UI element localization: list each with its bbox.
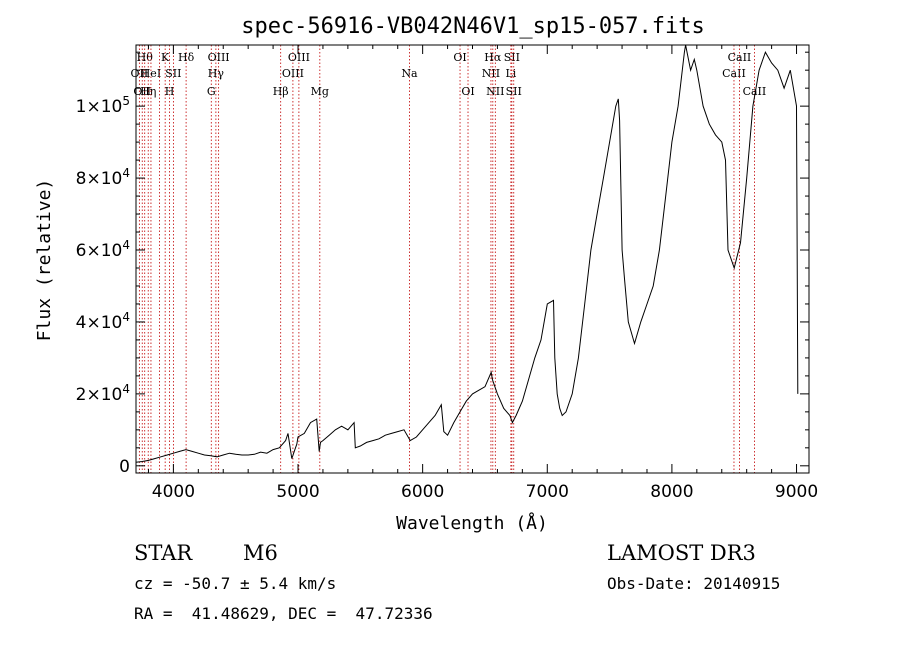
y-tick-label: 6×104 xyxy=(76,238,130,261)
line-label: CaII xyxy=(743,85,767,98)
x-tick-label: 8000 xyxy=(650,482,693,502)
line-label: NII xyxy=(482,67,500,80)
chart-title: spec-56916-VB042N46V1_sp15-057.fits xyxy=(241,14,705,39)
x-tick-label: 4000 xyxy=(152,482,195,502)
spectrum-line xyxy=(135,44,799,463)
y-tick-label: 0 xyxy=(119,457,130,477)
line-label: OIII xyxy=(288,51,310,64)
x-tick-label: 5000 xyxy=(276,482,319,502)
line-label: SII xyxy=(504,51,520,64)
y-tick-label: 4×104 xyxy=(76,310,130,333)
line-label: H xyxy=(165,85,175,98)
line-label: Hγ xyxy=(208,67,225,80)
observation-date: Obs-Date: 20140915 xyxy=(607,574,781,593)
axis-ticks: 4000 5000 6000 7000 8000 9000 0 2×104 4×104 6×104… xyxy=(76,45,818,502)
line-label: Hδ xyxy=(178,51,195,64)
x-tick-label: 7000 xyxy=(526,482,569,502)
line-label: OIII xyxy=(282,67,304,80)
line-label: SII xyxy=(506,85,522,98)
line-label: NII xyxy=(486,85,504,98)
emission-line-markers: OIIOIIHθHηHeIKHSIIHδGHγOIIIHβOIIIOIIIMgN… xyxy=(131,45,767,473)
y-tick-label: 1×105 xyxy=(76,94,130,117)
y-tick-label: 2×104 xyxy=(76,382,130,405)
line-label: OI xyxy=(453,51,466,64)
line-label: CaII xyxy=(722,67,746,80)
line-label: OIII xyxy=(208,51,230,64)
line-label: OII xyxy=(131,67,149,80)
x-tick-label: 6000 xyxy=(401,482,444,502)
line-label: CaII xyxy=(728,51,752,64)
line-label: Hβ xyxy=(273,85,289,98)
x-axis-label: Wavelength (Å) xyxy=(396,512,548,534)
line-label: Mg xyxy=(311,85,329,98)
line-label: HeI xyxy=(141,67,161,80)
line-label: Hη xyxy=(140,85,156,98)
line-label: Li xyxy=(505,67,516,80)
object-subclass: M6 xyxy=(243,541,278,565)
line-label: SII xyxy=(165,67,181,80)
survey-name: LAMOST DR3 xyxy=(607,541,756,565)
line-label: Hθ xyxy=(137,51,154,64)
redshift-velocity: cz = -50.7 ± 5.4 km/s xyxy=(134,574,337,593)
y-axis-label: Flux (relative) xyxy=(34,179,55,342)
line-label: G xyxy=(207,85,216,98)
line-label: Hα xyxy=(484,51,502,64)
line-label: K xyxy=(161,51,170,64)
y-tick-label: 8×104 xyxy=(76,166,130,189)
x-tick-label: 9000 xyxy=(775,482,818,502)
plot-frame xyxy=(135,44,810,474)
line-label: OI xyxy=(461,85,474,98)
object-class: STAR xyxy=(134,541,193,565)
line-label: Na xyxy=(401,67,418,80)
ra-dec-coordinates: RA = 41.48629, DEC = 47.72336 xyxy=(134,604,433,623)
